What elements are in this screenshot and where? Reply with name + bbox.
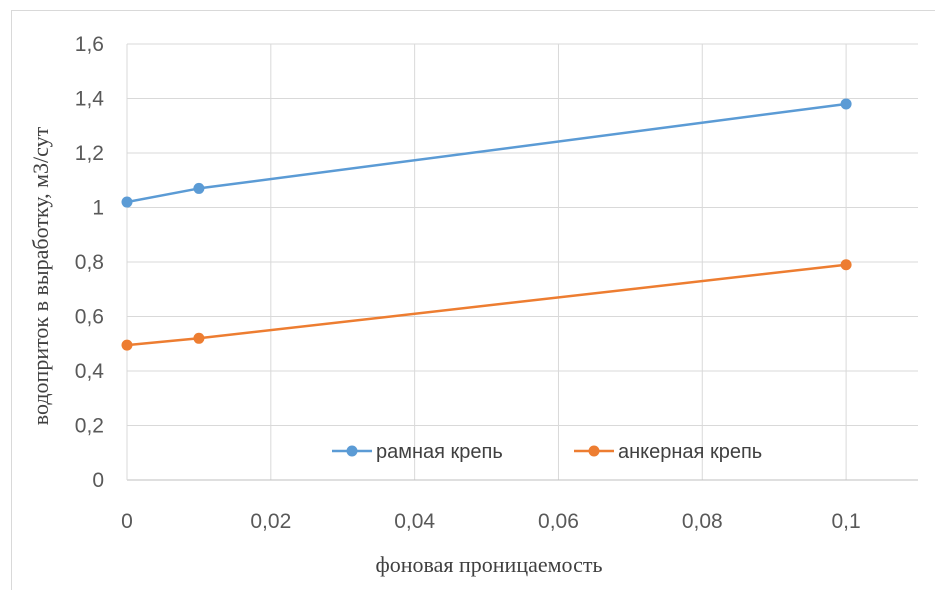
legend-label: рамная крепь [376,441,503,463]
x-tick-labels: 0 0,02 0,04 0,06 0,08 0,1 [121,510,861,533]
legend-swatch-marker [588,445,600,457]
x-tick-label: 0,06 [538,510,579,533]
x-tick-label: 0 [121,510,133,533]
chart-frame [11,10,935,590]
y-tick-label: 0 [92,469,104,492]
series-point [840,98,852,110]
series-point [193,332,205,344]
series-line-1 [126,263,847,347]
y-tick-label: 0,6 [75,306,104,329]
series-point [121,196,133,208]
legend-swatch-marker [346,445,358,457]
x-tick-label: 0,1 [831,510,860,533]
y-axis-title: водоприток в выработку, м3/сут [28,126,53,425]
x-axis-title: фоновая проницаемость [375,552,602,577]
y-tick-label: 0,4 [75,360,105,383]
x-tick-label: 0,04 [394,510,435,533]
axes [126,44,918,481]
grid-lines [127,43,918,480]
legend: рамная крепь анкерная крепь [332,441,762,463]
series-point [840,259,852,271]
y-tick-label: 1,4 [75,88,105,111]
y-tick-label: 1 [92,197,104,220]
y-tick-label: 0,8 [75,251,104,274]
y-tick-label: 1,6 [75,33,104,56]
x-tick-label: 0,02 [250,510,291,533]
y-tick-label: 0,2 [75,415,104,438]
y-tick-label: 1,2 [75,142,104,165]
y-tick-labels: 0 0,2 0,4 0,6 0,8 1 1,2 1,4 1,6 [75,33,105,492]
x-tick-label: 0,08 [682,510,723,533]
legend-label: анкерная крепь [618,441,762,463]
series-point [193,182,205,194]
series-point [121,339,133,351]
series-layer [121,98,852,351]
